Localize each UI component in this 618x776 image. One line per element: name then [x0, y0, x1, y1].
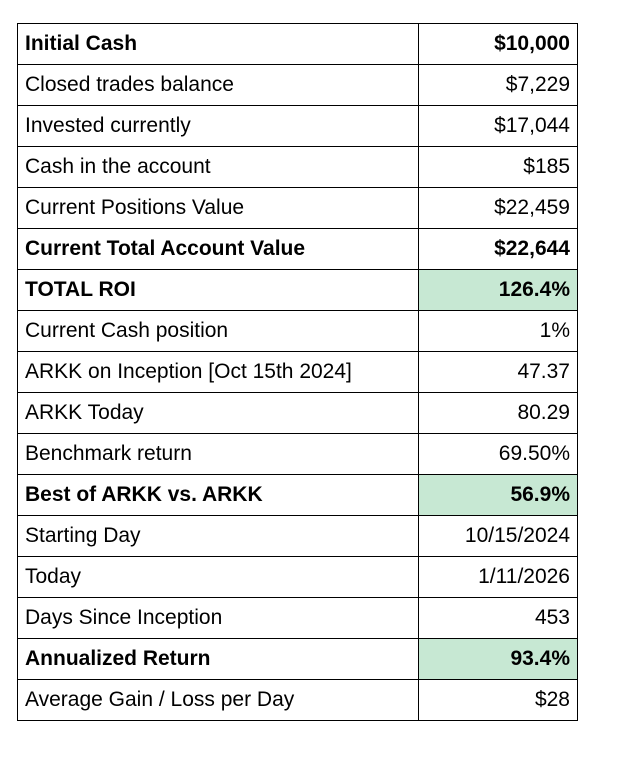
row-label: Current Positions Value [17, 187, 419, 229]
row-value: $22,644 [418, 228, 578, 270]
row-value: 1% [418, 310, 578, 352]
row-label: Current Cash position [17, 310, 419, 352]
row-value: $185 [418, 146, 578, 188]
row-label: Current Total Account Value [17, 228, 419, 270]
row-value: 1/11/2026 [418, 556, 578, 598]
table-row: Starting Day 10/15/2024 [17, 515, 578, 557]
row-label: Best of ARKK vs. ARKK [17, 474, 419, 516]
row-label: Cash in the account [17, 146, 419, 188]
table-body: Initial Cash $10,000 Closed trades balance… [17, 23, 578, 721]
row-value: 69.50% [418, 433, 578, 475]
table-row: Days Since Inception 453 [17, 597, 578, 639]
table-row: ARKK on Inception [Oct 15th 2024] 47.37 [17, 351, 578, 393]
row-value: 93.4% [418, 638, 578, 680]
summary-table: Initial Cash $10,000 Closed trades balance… [17, 23, 578, 721]
table-row: Current Positions Value $22,459 [17, 187, 578, 229]
row-label: Days Since Inception [17, 597, 419, 639]
row-value: 126.4% [418, 269, 578, 311]
row-value: 453 [418, 597, 578, 639]
row-value: $17,044 [418, 105, 578, 147]
table-row: Best of ARKK vs. ARKK 56.9% [17, 474, 578, 516]
table-row: TOTAL ROI 126.4% [17, 269, 578, 311]
table-row: ARKK Today 80.29 [17, 392, 578, 434]
table-row: Current Cash position 1% [17, 310, 578, 352]
table-row: Cash in the account $185 [17, 146, 578, 188]
table-row: Benchmark return 69.50% [17, 433, 578, 475]
row-value: $7,229 [418, 64, 578, 106]
row-value: 56.9% [418, 474, 578, 516]
row-label: ARKK Today [17, 392, 419, 434]
table-row: Today 1/11/2026 [17, 556, 578, 598]
row-value: 80.29 [418, 392, 578, 434]
row-label: Invested currently [17, 105, 419, 147]
table-row: Average Gain / Loss per Day $28 [17, 679, 578, 721]
row-value: $22,459 [418, 187, 578, 229]
table-row: Current Total Account Value $22,644 [17, 228, 578, 270]
row-value: $28 [418, 679, 578, 721]
row-label: Closed trades balance [17, 64, 419, 106]
row-label: Benchmark return [17, 433, 419, 475]
row-value: 47.37 [418, 351, 578, 393]
row-label: Annualized Return [17, 638, 419, 680]
row-label: TOTAL ROI [17, 269, 419, 311]
row-label: Average Gain / Loss per Day [17, 679, 419, 721]
table-row: Invested currently $17,044 [17, 105, 578, 147]
row-label: Initial Cash [17, 23, 419, 65]
row-label: Starting Day [17, 515, 419, 557]
table-row: Annualized Return 93.4% [17, 638, 578, 680]
row-label: ARKK on Inception [Oct 15th 2024] [17, 351, 419, 393]
row-label: Today [17, 556, 419, 598]
row-value: $10,000 [418, 23, 578, 65]
row-value: 10/15/2024 [418, 515, 578, 557]
table-row: Initial Cash $10,000 [17, 23, 578, 65]
table-row: Closed trades balance $7,229 [17, 64, 578, 106]
